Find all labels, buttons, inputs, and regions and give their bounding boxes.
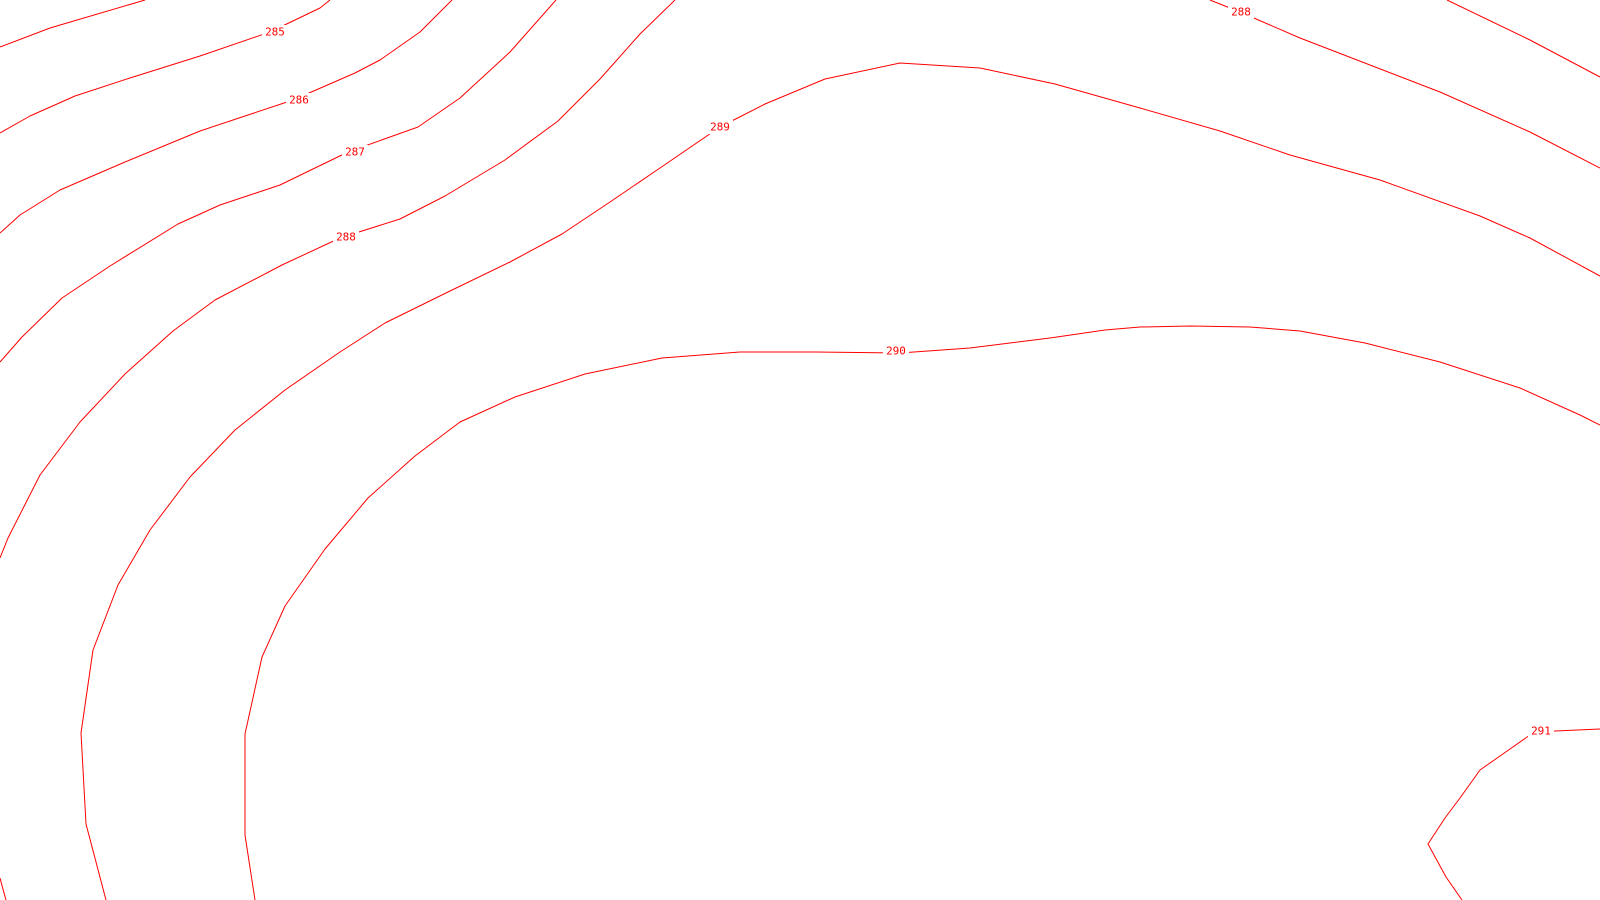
svg-text:288: 288 bbox=[1231, 6, 1251, 19]
contour-line-unlabeled-bottom-left bbox=[0, 877, 7, 900]
svg-text:288: 288 bbox=[336, 231, 356, 244]
contour-line-285 bbox=[0, 0, 331, 134]
contour-line-289 bbox=[80, 62, 1600, 900]
contour-label-288-right: 288 bbox=[1228, 5, 1254, 19]
contour-line-unlabeled-top-right bbox=[1446, 0, 1600, 78]
contour-label-288-left: 288 bbox=[333, 230, 359, 244]
contour-label-285: 285 bbox=[262, 25, 288, 39]
svg-text:287: 287 bbox=[345, 146, 365, 159]
contour-label-286: 286 bbox=[286, 93, 312, 107]
svg-text:290: 290 bbox=[886, 345, 906, 358]
contour-line-290 bbox=[244, 325, 1600, 900]
svg-text:286: 286 bbox=[289, 94, 309, 107]
svg-text:289: 289 bbox=[710, 121, 730, 134]
contour-label-289: 289 bbox=[707, 120, 733, 134]
contour-line-286 bbox=[0, 0, 453, 234]
contour-label-287: 287 bbox=[342, 145, 368, 159]
contour-label-290: 290 bbox=[883, 344, 909, 358]
contour-label-291: 291 bbox=[1528, 724, 1554, 738]
svg-text:291: 291 bbox=[1531, 725, 1551, 738]
contour-line-287 bbox=[0, 0, 557, 363]
contour-labels: 285 286 287 288 288 289 290 291 bbox=[262, 5, 1554, 738]
svg-text:285: 285 bbox=[265, 26, 285, 39]
contour-line-288 bbox=[0, 0, 676, 559]
